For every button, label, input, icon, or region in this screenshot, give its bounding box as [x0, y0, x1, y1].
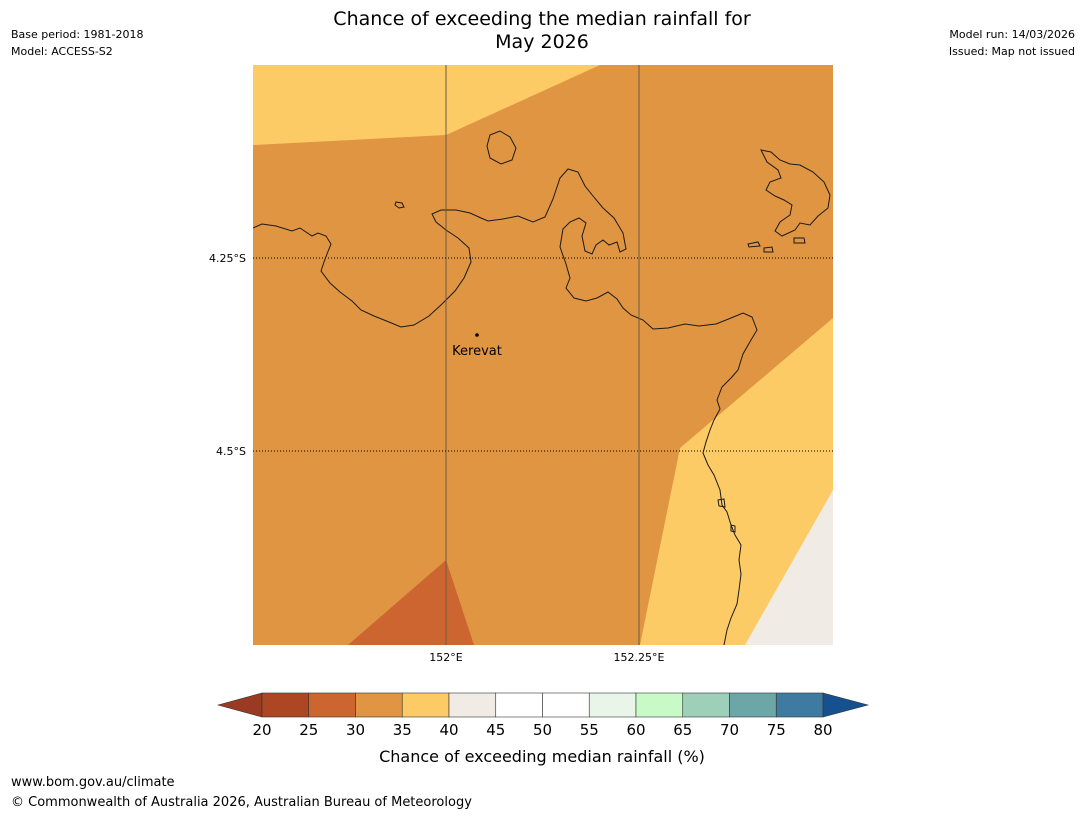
- colorbar-tick-label: 80: [813, 721, 832, 739]
- base-period-text: Base period: 1981-2018: [11, 28, 144, 41]
- colorbar-ticks: 20 25 30 35 40 45 50 55 60 65 70 75 80: [252, 721, 832, 739]
- colorbar-cell: [729, 692, 777, 718]
- colorbar-cell: [635, 692, 684, 718]
- colorbar-cell: [448, 692, 497, 718]
- coastline: [253, 130, 831, 645]
- colorbar-under-arrow: [216, 692, 263, 718]
- colorbar-tick-label: 40: [439, 721, 458, 739]
- colorbar-tick-label: 75: [767, 721, 786, 739]
- colorbar-tick-label: 70: [720, 721, 739, 739]
- colorbar-cell: [355, 692, 403, 718]
- coastline-islet-east-3: [793, 237, 806, 244]
- coastline-islet-small: [394, 201, 405, 209]
- coastline-islet-north: [486, 130, 517, 165]
- colorbar-tick-label: 20: [252, 721, 271, 739]
- issued-text: Issued: Map not issued: [948, 45, 1075, 58]
- colorbar-cell: [401, 692, 450, 718]
- model-text: Model: ACCESS-S2: [11, 45, 113, 58]
- coastline-islet-east-1: [747, 241, 761, 248]
- map-title-line2: May 2026: [495, 31, 589, 53]
- colorbar-cell: [588, 692, 637, 718]
- colorbar-cell: [775, 692, 824, 718]
- region-35-40-right: [640, 318, 833, 645]
- colorbar-tick-label: 35: [393, 721, 412, 739]
- meta-right: Model run: 14/03/2026 Issued: Map not is…: [949, 26, 1075, 60]
- lon-label-152-25: 152.25°E: [614, 651, 665, 664]
- colorbar-tick-label: 65: [673, 721, 692, 739]
- coastline-islet-river: [717, 498, 726, 508]
- meta-left: Base period: 1981-2018 Model: ACCESS-S2: [11, 26, 143, 60]
- coastline-duke-of-york: [760, 149, 831, 237]
- colorbar-cell: [682, 692, 730, 718]
- map-title-line1: Chance of exceeding the median rainfall …: [333, 8, 751, 30]
- model-run-text: Model run: 14/03/2026: [949, 28, 1075, 41]
- kerevat-marker: [475, 333, 479, 337]
- colorbar-tick-label: 30: [346, 721, 365, 739]
- coastline-islet-east-2: [763, 246, 774, 253]
- colorbar-tick-label: 45: [486, 721, 505, 739]
- colorbar-cell: [308, 692, 356, 718]
- footer-copyright: © Commonwealth of Australia 2026, Austra…: [11, 795, 472, 810]
- region-35-40-top: [253, 65, 600, 145]
- region-40-45: [745, 490, 833, 645]
- colorbar-tick-label: 55: [580, 721, 599, 739]
- coastline-islet-river-2: [730, 524, 736, 533]
- colorbar-cell: [542, 692, 590, 718]
- colorbar-tick-label: 50: [533, 721, 552, 739]
- place-label-kerevat: Kerevat: [452, 344, 502, 359]
- lat-label-4-5: 4.5°S: [216, 445, 246, 458]
- colorbar-title: Chance of exceeding median rainfall (%): [379, 747, 705, 766]
- map-title: Chance of exceeding the median rainfall …: [292, 8, 792, 54]
- footer-url[interactable]: www.bom.gov.au/climate: [11, 775, 175, 790]
- colorbar-tick-label: 60: [626, 721, 645, 739]
- coastline-main: [253, 168, 758, 645]
- lat-label-4-25: 4.25°S: [209, 252, 246, 265]
- colorbar-over-arrow: [822, 692, 870, 718]
- colorbar: 20 25 30 35 40 45 50 55 60 65 70 75 80 Chance of exc…: [216, 692, 870, 766]
- lon-label-152: 152°E: [429, 651, 462, 664]
- colorbar-tick-label: 25: [299, 721, 318, 739]
- colorbar-cell: [495, 692, 543, 718]
- colorbar-cell: [261, 692, 310, 718]
- colorbar-cells: [261, 692, 824, 718]
- region-25-30: [348, 560, 474, 645]
- map-area: [253, 65, 833, 645]
